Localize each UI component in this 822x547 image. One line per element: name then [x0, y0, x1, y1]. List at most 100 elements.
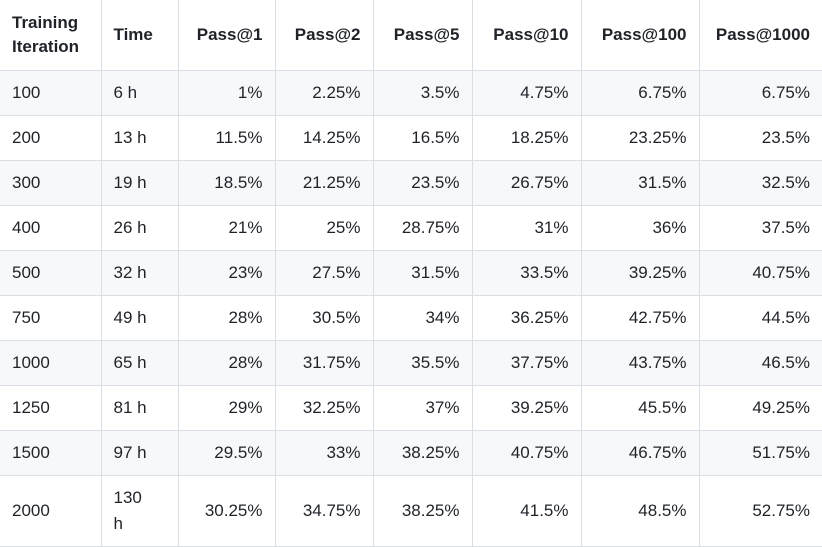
table-cell: 3.5% [372, 70, 473, 116]
table-cell: 44.5% [698, 295, 822, 341]
table-cell: 23.5% [698, 115, 822, 161]
table-cell: 27.5% [274, 250, 374, 296]
table-cell: 28.75% [372, 205, 473, 251]
table-cell: 32.25% [274, 385, 374, 431]
table-cell: 400 [0, 205, 102, 251]
table-cell: 41.5% [471, 475, 582, 547]
table-cell: 23.5% [372, 160, 473, 206]
table-cell: 42.75% [580, 295, 700, 341]
table-cell: 30.25% [177, 475, 276, 547]
table-cell: 34% [372, 295, 473, 341]
table-cell: 2000 [0, 475, 102, 547]
table-cell: 28% [177, 295, 276, 341]
table-cell: 48.5% [580, 475, 700, 547]
column-header: Pass@100 [580, 0, 700, 71]
table-cell: 46.75% [580, 430, 700, 476]
table-cell: 52.75% [698, 475, 822, 547]
table-cell: 1000 [0, 340, 102, 386]
column-header: Time [100, 0, 179, 71]
table-cell: 29% [177, 385, 276, 431]
table-cell: 31% [471, 205, 582, 251]
table-row: 1250 81 h 29% 32.25% 37% 39.25% 45.5% 49.25% [0, 385, 822, 431]
table-cell: 300 [0, 160, 102, 206]
table-cell: 18.25% [471, 115, 582, 161]
table-cell: 25% [274, 205, 374, 251]
table-cell: 31.5% [372, 250, 473, 296]
table-row: 1500 97 h 29.5% 33% 38.25% 40.75% 46.75% 51.75% [0, 430, 822, 476]
table-cell: 49 h [100, 295, 179, 341]
table-cell: 81 h [100, 385, 179, 431]
table-cell: 26.75% [471, 160, 582, 206]
table-cell: 1500 [0, 430, 102, 476]
table-cell: 500 [0, 250, 102, 296]
table-cell: 21% [177, 205, 276, 251]
table-cell: 31.75% [274, 340, 374, 386]
table-cell: 6 h [100, 70, 179, 116]
table-cell: 6.75% [698, 70, 822, 116]
table-cell: 33% [274, 430, 374, 476]
table-cell: 18.5% [177, 160, 276, 206]
table-cell: 40.75% [698, 250, 822, 296]
table-cell: 33.5% [471, 250, 582, 296]
column-header: Pass@2 [274, 0, 374, 71]
table-cell: 30.5% [274, 295, 374, 341]
table-cell: 32.5% [698, 160, 822, 206]
table-row: 500 32 h 23% 27.5% 31.5% 33.5% 39.25% 40.75% [0, 250, 822, 296]
table-cell: 31.5% [580, 160, 700, 206]
table-cell: 65 h [100, 340, 179, 386]
table-row: 750 49 h 28% 30.5% 34% 36.25% 42.75% 44.5% [0, 295, 822, 341]
table-cell: 23.25% [580, 115, 700, 161]
header-row: Training Iteration Time Pass@1 Pass@2 Pass@5… [0, 0, 822, 71]
column-header: Pass@1000 [698, 0, 822, 71]
table-cell: 16.5% [372, 115, 473, 161]
table-cell: 13 h [100, 115, 179, 161]
table-cell: 36% [580, 205, 700, 251]
table-cell: 46.5% [698, 340, 822, 386]
table-cell: 1250 [0, 385, 102, 431]
table-cell: 2.25% [274, 70, 374, 116]
table-cell: 11.5% [177, 115, 276, 161]
table-cell: 43.75% [580, 340, 700, 386]
table-cell: 6.75% [580, 70, 700, 116]
table-cell: 49.25% [698, 385, 822, 431]
column-header: Pass@1 [177, 0, 276, 71]
table-cell: 37% [372, 385, 473, 431]
table-cell: 28% [177, 340, 276, 386]
table-cell: 34.75% [274, 475, 374, 547]
table-row: 2000 130 h 30.25% 34.75% 38.25% 41.5% 48.5% 52.… [0, 475, 822, 547]
table-cell: 40.75% [471, 430, 582, 476]
table-cell: 21.25% [274, 160, 374, 206]
table-cell: 97 h [100, 430, 179, 476]
table-row: 300 19 h 18.5% 21.25% 23.5% 26.75% 31.5% 32.5% [0, 160, 822, 206]
table-cell: 130 h [100, 475, 179, 547]
table-row: 400 26 h 21% 25% 28.75% 31% 36% 37.5% [0, 205, 822, 251]
column-header: Pass@5 [372, 0, 473, 71]
table-cell: 35.5% [372, 340, 473, 386]
table-cell: 1% [177, 70, 276, 116]
table-cell: 38.25% [372, 475, 473, 547]
table-row: 200 13 h 11.5% 14.25% 16.5% 18.25% 23.25% 23.5% [0, 115, 822, 161]
table-cell: 32 h [100, 250, 179, 296]
table-row: 1000 65 h 28% 31.75% 35.5% 37.75% 43.75% 46.5% [0, 340, 822, 386]
table-cell: 36.25% [471, 295, 582, 341]
column-header: Pass@10 [471, 0, 582, 71]
table-cell: 29.5% [177, 430, 276, 476]
table-cell: 38.25% [372, 430, 473, 476]
table-cell: 19 h [100, 160, 179, 206]
table-cell: 51.75% [698, 430, 822, 476]
table-cell: 39.25% [580, 250, 700, 296]
table-cell: 14.25% [274, 115, 374, 161]
table-cell: 200 [0, 115, 102, 161]
table-row: 100 6 h 1% 2.25% 3.5% 4.75% 6.75% 6.75% [0, 70, 822, 116]
column-header: Training Iteration [0, 0, 102, 71]
table-cell: 37.5% [698, 205, 822, 251]
table-cell: 100 [0, 70, 102, 116]
table-cell: 23% [177, 250, 276, 296]
table-cell: 45.5% [580, 385, 700, 431]
table-cell: 37.75% [471, 340, 582, 386]
table-cell: 26 h [100, 205, 179, 251]
table-cell: 39.25% [471, 385, 582, 431]
